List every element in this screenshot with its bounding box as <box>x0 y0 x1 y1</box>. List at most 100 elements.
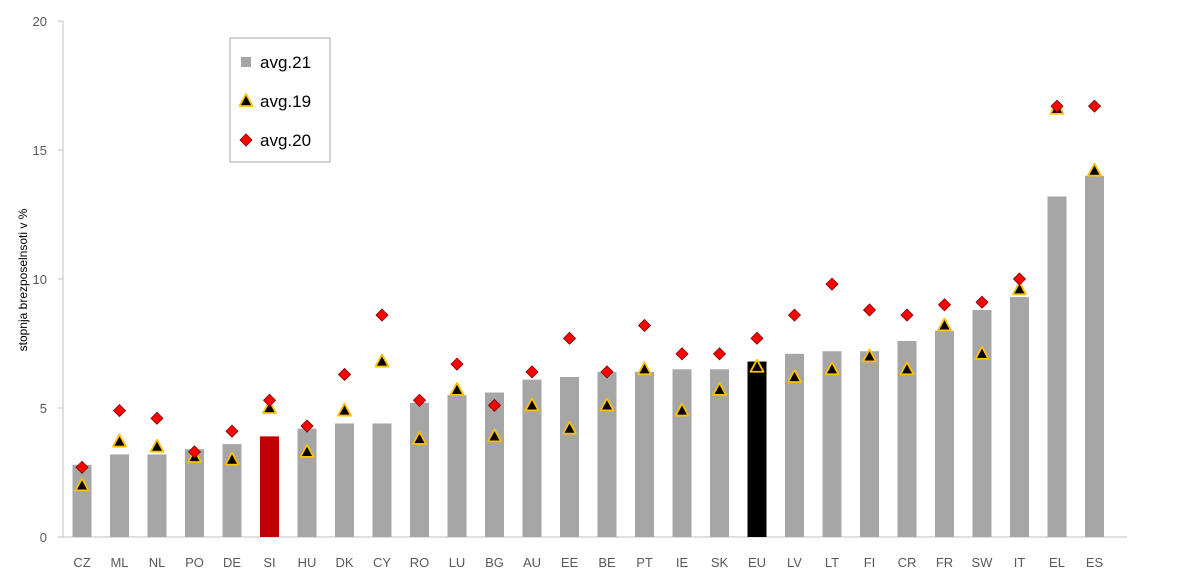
avg-20-point-fr <box>937 298 952 312</box>
y-tick-label: 5 <box>40 401 47 416</box>
x-tick-label: LV <box>787 555 802 570</box>
avg-19-point-au <box>524 397 540 412</box>
x-axis: CZ ML NL PO DE SI HU DK CY RO LU BG AU EE BE PT IE SK EU LV… <box>63 536 1127 570</box>
x-tick-label: ES <box>1086 555 1104 570</box>
bar-nl <box>147 454 167 537</box>
x-tick-label: NL <box>149 555 166 570</box>
bar-cz <box>72 464 92 537</box>
avg-20-point-ie <box>675 347 689 361</box>
avg-20-point-be <box>600 365 614 379</box>
avg-20-point-ee <box>562 331 577 345</box>
x-tick-label: EU <box>748 555 766 570</box>
bar-de <box>222 444 242 537</box>
x-tick-label: BE <box>598 555 616 570</box>
bar-lt <box>822 351 842 537</box>
bar-lu <box>447 395 467 537</box>
bar-bg <box>485 392 504 537</box>
x-tick-label: CZ <box>73 555 90 570</box>
avg-20-point-es <box>1087 99 1102 113</box>
avg-19-point-cz <box>74 477 90 492</box>
bar-po <box>185 449 204 537</box>
avg-20-point-po <box>187 445 202 459</box>
bar-ro <box>410 402 429 537</box>
legend-label-avg-19: avg.19 <box>260 92 311 111</box>
x-tick-label: BG <box>485 555 504 570</box>
y-tick-label: 10 <box>33 272 47 287</box>
avg-19-point-lv <box>787 369 802 383</box>
bar-ie <box>672 369 692 537</box>
x-tick-label: DE <box>223 555 241 570</box>
avg-20-point-bg <box>487 398 502 412</box>
x-tick-label: PT <box>636 555 653 570</box>
x-tick-label: FR <box>936 555 953 570</box>
avg-20-point-lt <box>825 277 839 291</box>
x-tick-label: CR <box>898 555 917 570</box>
avg-20-point-cz <box>75 460 89 474</box>
avg-19-point-lu <box>449 382 465 396</box>
avg-19-point-cy <box>374 353 390 368</box>
x-tick-label: SK <box>711 555 729 570</box>
bar-eu <box>747 361 767 537</box>
avg-19-point-hu <box>299 443 315 458</box>
avg-19-point-si <box>262 400 277 414</box>
avg-19-point-lt <box>824 361 840 376</box>
bar-si <box>260 436 279 537</box>
bar-fr <box>935 330 954 537</box>
avg-20-point-ml <box>112 404 127 418</box>
bar-au <box>522 379 542 537</box>
bar-ee <box>560 377 579 537</box>
legend-swatch-bar <box>241 57 251 67</box>
avg-19-point-es <box>1087 162 1102 177</box>
avg-19-point-eu <box>749 358 765 373</box>
bar-cy <box>372 423 392 537</box>
legend-swatch-triangle <box>238 93 254 107</box>
x-tick-label: SI <box>263 555 275 570</box>
x-tick-label: ML <box>110 555 128 570</box>
avg-20-point-fi <box>862 303 877 317</box>
bar-be <box>597 371 617 537</box>
avg-19-point-ee <box>562 420 577 435</box>
avg-19-point-nl <box>149 438 165 453</box>
avg-19-point-ie <box>674 402 690 417</box>
legend: avg.21 avg.19 avg.20 <box>229 37 331 163</box>
avg-19-point-it <box>1012 281 1027 296</box>
avg-20-point-hu <box>300 419 314 433</box>
avg-20-point-lv <box>787 308 802 322</box>
avg-20-point-nl <box>150 411 164 425</box>
x-tick-label: CY <box>373 555 391 570</box>
bar-sw <box>972 309 992 537</box>
y-tick-label: 20 <box>33 14 47 29</box>
avg-19-point-cr <box>899 361 915 376</box>
avg-20-point-de <box>225 424 239 438</box>
x-tick-label: RO <box>410 555 430 570</box>
avg-20-point-it <box>1012 272 1027 286</box>
x-tick-label: EL <box>1049 555 1065 570</box>
avg-19-point-sw <box>974 345 990 360</box>
avg-19-point-bg <box>487 428 502 443</box>
x-tick-label: AU <box>523 555 541 570</box>
avg-20-point-sk <box>712 347 727 361</box>
bar-ml <box>110 454 129 537</box>
x-tick-label: IE <box>676 555 689 570</box>
x-tick-label: HU <box>298 555 317 570</box>
bar-lv <box>785 353 804 537</box>
avg-19-point-be <box>599 397 615 412</box>
x-tick-label: LT <box>825 555 839 570</box>
avg-20-point-eu <box>750 331 764 345</box>
avg-20-point-si <box>262 393 277 407</box>
x-tick-label: LU <box>449 555 466 570</box>
avg-20-point-cr <box>900 308 914 322</box>
avg-19-point-ml <box>112 433 127 448</box>
y-axis-title: stopnja brezposelnsoti v % <box>16 208 30 351</box>
avg-20-point-dk <box>337 367 352 382</box>
legend-swatch-diamond <box>239 133 253 147</box>
bar-el <box>1047 196 1067 537</box>
avg-19-point-fi <box>862 348 877 363</box>
bar-it <box>1010 297 1029 537</box>
bar-sk <box>710 369 729 537</box>
bar-pt <box>635 371 654 537</box>
avg-20-point-el <box>1050 99 1064 113</box>
avg-19-point-sk <box>712 382 727 396</box>
avg-20-point-sw <box>975 295 989 309</box>
avg-20-point-lu <box>450 357 464 371</box>
